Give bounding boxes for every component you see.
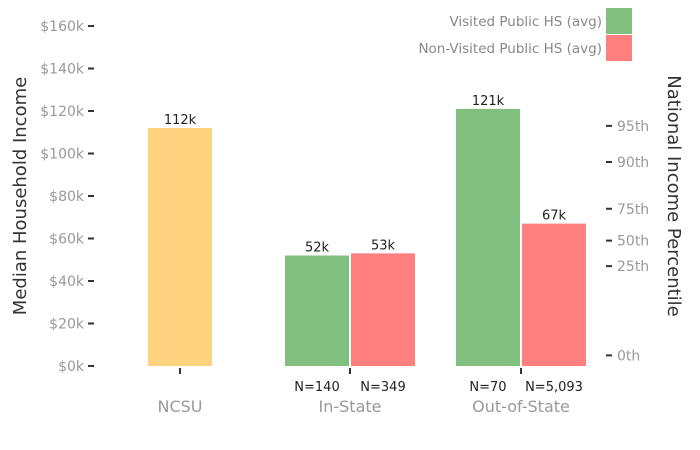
bar-value-label: 121k [472, 94, 505, 109]
y2-tick-label-2: 50th [617, 234, 649, 250]
y-tick-label-0: $0k [58, 359, 85, 375]
legend-label-0: Visited Public HS (avg) [449, 14, 602, 30]
legend-swatch-0 [606, 8, 632, 34]
y2-tick-label-5: 95th [617, 119, 649, 135]
legend-swatch-1 [606, 35, 632, 61]
y-tick-label-7: $140k [40, 62, 85, 78]
y-tick-label-2: $40k [49, 274, 85, 290]
bar-count-label: N=140 [294, 380, 339, 395]
y2-tick-label-1: 25th [617, 259, 649, 275]
y-tick-label-1: $20k [49, 317, 85, 333]
category-axis: NCSU In-State Out-of-State [157, 368, 570, 416]
y-axis: $0k $20k $40k $60k $80k $100k $120k $140k $160k [40, 19, 94, 375]
bar-count-label: N=70 [469, 380, 506, 395]
bar-value-label: 67k [542, 209, 567, 224]
category-label-1: In-State [319, 397, 382, 416]
bar-value-label: 52k [305, 241, 330, 256]
category-label-2: Out-of-State [472, 397, 570, 416]
y2-tick-label-4: 90th [617, 155, 649, 171]
legend: Visited Public HS (avg) Non-Visited Publi… [418, 8, 632, 61]
y-tick-label-8: $160k [40, 19, 85, 35]
y-tick-label-3: $60k [49, 232, 85, 248]
y-tick-label-5: $100k [40, 147, 85, 163]
bar-out-of-state-non_visited [522, 223, 586, 366]
bar-count-label: N=5,093 [525, 380, 583, 395]
bar-value-label: 112k [164, 113, 197, 128]
y2-tick-label-0: 0th [617, 348, 640, 364]
y-tick-label-4: $80k [49, 189, 85, 205]
bar-count-label: N=349 [360, 380, 405, 395]
bar-value-label: 53k [371, 238, 396, 253]
bar-in-state-non_visited [351, 253, 415, 366]
category-label-0: NCSU [157, 397, 202, 416]
y-axis-title: Median Household Income [10, 77, 31, 315]
legend-label-1: Non-Visited Public HS (avg) [418, 41, 602, 57]
bar-out-of-state-visited [456, 108, 520, 366]
y-tick-label-6: $120k [40, 104, 85, 120]
y2-tick-label-3: 75th [617, 202, 649, 218]
y2-axis: 0th 25th 50th 75th 90th 95th [606, 119, 649, 364]
bar-in-state-visited [285, 255, 349, 366]
bar-ncsu-ncsu [148, 128, 212, 366]
y2-axis-title: National Income Percentile [663, 75, 684, 317]
bars: 112k 52k N=140 53k N=349 121k N=70 67k N=5,093 [148, 94, 586, 395]
